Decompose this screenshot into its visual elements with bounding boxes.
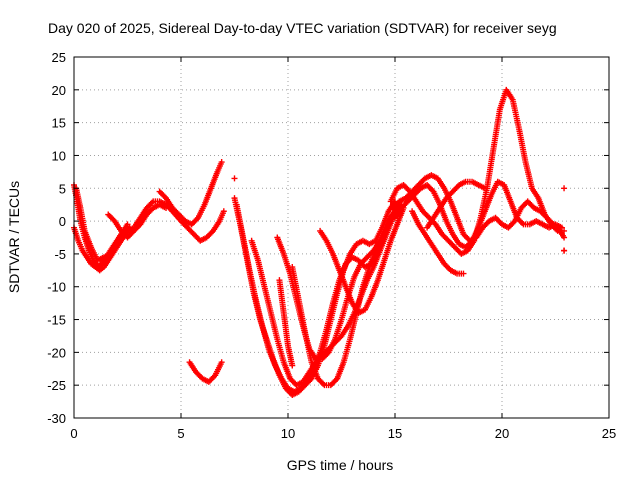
y-tick-label: 10 — [52, 148, 66, 163]
plot-frame — [73, 56, 610, 419]
y-tick-label: 20 — [52, 83, 66, 98]
y-tick-label: -10 — [47, 280, 66, 295]
y-tick-label: 5 — [59, 181, 66, 196]
chart-title: Day 020 of 2025, Sidereal Day-to-day VTE… — [48, 20, 557, 36]
series-track-6 — [156, 159, 225, 228]
series-track-19 — [424, 178, 488, 231]
data-point — [231, 175, 238, 182]
data-point — [561, 185, 568, 192]
y-tick-label: -20 — [47, 345, 66, 360]
data-point — [460, 270, 467, 277]
series-track-16 — [389, 172, 568, 244]
y-tick-label: 0 — [59, 214, 66, 229]
data-point — [220, 208, 227, 215]
y-tick-label: -25 — [47, 378, 66, 393]
series-track-12 — [276, 277, 296, 369]
series-track-20 — [231, 175, 568, 254]
series-layer — [71, 86, 568, 399]
x-tick-label: 10 — [281, 426, 295, 441]
x-axis-label: GPS time / hours — [287, 457, 394, 473]
series-track-13 — [289, 201, 405, 389]
data-point — [124, 221, 131, 228]
data-point — [218, 159, 225, 166]
y-tick-label: -5 — [54, 247, 66, 262]
data-point — [561, 247, 568, 254]
data-point — [218, 359, 225, 366]
series-track-14 — [317, 204, 407, 316]
data-point — [561, 234, 568, 241]
data-point — [289, 362, 296, 369]
data-point — [107, 250, 114, 257]
x-tick-label: 20 — [495, 426, 509, 441]
y-tick-label: 25 — [52, 50, 66, 65]
series-track-3 — [73, 185, 114, 264]
y-tick-label: -30 — [47, 411, 66, 426]
y-tick-label: 15 — [52, 116, 66, 131]
data-point — [481, 185, 488, 192]
x-tick-label: 25 — [602, 426, 616, 441]
x-tick-label: 15 — [388, 426, 402, 441]
y-axis-label: SDTVAR / TECUs — [6, 181, 22, 293]
data-point — [558, 224, 565, 231]
series-track-17 — [392, 178, 565, 251]
x-tick-label: 5 — [177, 426, 184, 441]
series-track-18 — [409, 208, 467, 277]
y-tick-label: -15 — [47, 313, 66, 328]
series-track-7 — [186, 359, 225, 385]
x-tick-label: 0 — [70, 426, 77, 441]
ticks-layer: 0 5 10 15 20 25 -30 -25 -20 -15 -10 -5 0 5 10 15 20 25 — [47, 50, 616, 441]
